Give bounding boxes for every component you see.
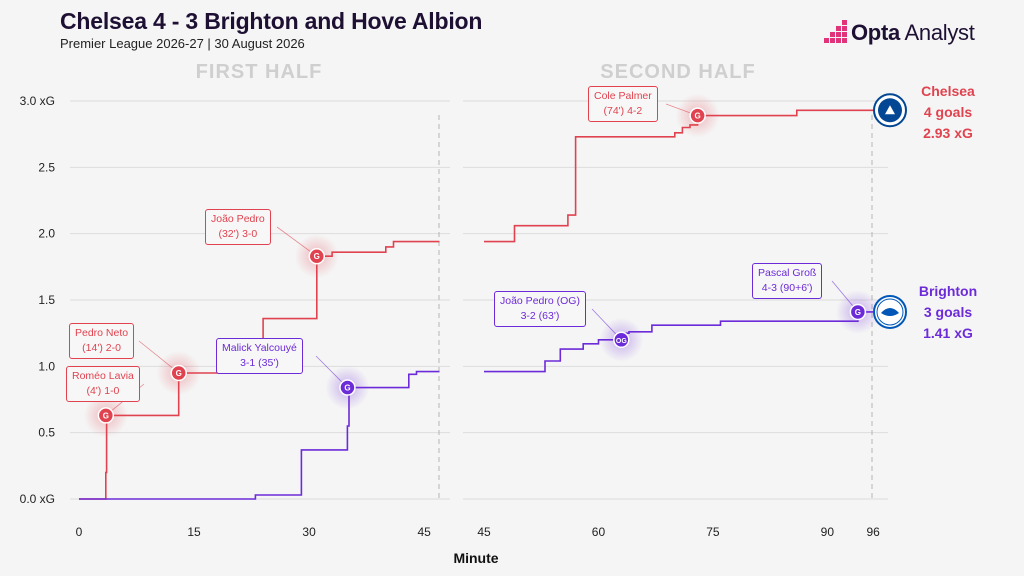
goal-marker-label: G bbox=[855, 308, 861, 317]
goal-annotation: João Pedro (OG) 3-2 (63') bbox=[494, 291, 586, 327]
goal-detail: 3-2 (63') bbox=[520, 310, 560, 322]
x-tick-label: 75 bbox=[706, 525, 720, 539]
x-tick-label: 0 bbox=[76, 525, 83, 539]
goal-annotation: João Pedro (32') 3-0 bbox=[205, 209, 271, 245]
x-axis-label: Minute bbox=[453, 550, 498, 566]
x-tick-label: 90 bbox=[821, 525, 835, 539]
x-tick-label: 45 bbox=[477, 525, 491, 539]
goal-scorer: João Pedro (OG) bbox=[500, 295, 580, 307]
goal-detail: (74') 4-2 bbox=[603, 105, 643, 117]
summary-line: 4 goals bbox=[923, 104, 973, 120]
y-tick-label: 0.0 xG bbox=[20, 492, 55, 506]
half-label: SECOND HALF bbox=[600, 61, 755, 83]
goal-annotation: Malick Yalcouyé 3-1 (35') bbox=[216, 338, 303, 374]
summary-line: Brighton bbox=[918, 283, 978, 299]
x-tick-label: 60 bbox=[592, 525, 606, 539]
goal-marker-label: G bbox=[314, 252, 320, 261]
chart-subtitle: Premier League 2026-27 | 30 August 2026 bbox=[60, 36, 305, 51]
goal-marker bbox=[689, 107, 706, 124]
y-tick-label: 1.5 bbox=[38, 293, 55, 307]
opta-brand: Opta Analyst bbox=[851, 20, 975, 46]
goal-scorer: Cole Palmer bbox=[594, 90, 652, 102]
y-tick-label: 0.5 bbox=[38, 426, 55, 440]
goal-marker bbox=[97, 407, 115, 424]
goal-detail: 3-1 (35') bbox=[240, 357, 279, 369]
y-tick-label: 2.0 bbox=[38, 227, 55, 241]
goal-scorer: João Pedro bbox=[211, 213, 265, 225]
chelsea-lion-shape bbox=[885, 105, 895, 115]
summary-line: 2.93 xG bbox=[923, 125, 973, 141]
brand-bold: Opta bbox=[851, 20, 900, 45]
goal-detail: (32') 3-0 bbox=[218, 228, 258, 240]
goal-scorer: Malick Yalcouyé bbox=[222, 342, 297, 354]
opta-logo-icon bbox=[824, 20, 847, 43]
chart-title: Chelsea 4 - 3 Brighton and Hove Albion bbox=[60, 8, 483, 34]
goal-marker bbox=[339, 379, 356, 396]
chelsea-xg-line bbox=[79, 240, 440, 500]
goal-marker bbox=[613, 331, 630, 349]
brighton-seagull-shape bbox=[881, 307, 899, 316]
goal-marker-label: G bbox=[344, 384, 350, 393]
brighton-summary: Brighton 3 goals 1.41 xG bbox=[905, 281, 991, 344]
goal-scorer: Roméo Lavia bbox=[72, 370, 134, 382]
goal-annotation: Pedro Neto (14') 2-0 bbox=[69, 323, 135, 359]
chelsea-xg-line bbox=[484, 109, 874, 243]
chelsea-summary: Chelsea 4 goals 2.93 xG bbox=[905, 81, 991, 144]
x-tick-label: 45 bbox=[417, 525, 431, 539]
goal-marker-label: OG bbox=[616, 338, 627, 345]
y-tick-label: 2.5 bbox=[38, 160, 55, 174]
goal-annotation: Cole Palmer (74') 4-2 bbox=[588, 86, 658, 122]
y-tick-label: 3.0 xG bbox=[20, 94, 55, 108]
goal-marker-label: G bbox=[103, 411, 109, 420]
x-tick-label: 96 bbox=[866, 525, 880, 539]
summary-line: 3 goals bbox=[923, 304, 973, 320]
goal-detail: (4') 1-0 bbox=[86, 385, 120, 397]
summary-line: Chelsea bbox=[921, 83, 975, 99]
goal-scorer: Pascal Groß bbox=[758, 267, 817, 279]
goal-marker-label: G bbox=[176, 369, 182, 378]
brand-rest: Analyst bbox=[899, 20, 975, 45]
y-tick-label: 1.0 bbox=[38, 359, 55, 373]
goal-annotation: Pascal Groß 4-3 (90+6') bbox=[752, 263, 823, 299]
goal-annotation: Roméo Lavia (4') 1-0 bbox=[66, 366, 140, 402]
brighton-xg-line bbox=[79, 370, 440, 500]
x-tick-label: 30 bbox=[302, 525, 316, 539]
goal-detail: 4-3 (90+6') bbox=[761, 282, 813, 294]
half-label: FIRST HALF bbox=[196, 61, 323, 83]
goal-marker bbox=[308, 247, 326, 265]
goal-marker-label: G bbox=[695, 112, 701, 121]
goal-detail: (14') 2-0 bbox=[82, 342, 121, 354]
x-tick-label: 15 bbox=[187, 525, 201, 539]
summary-line: 1.41 xG bbox=[923, 325, 973, 341]
goal-marker bbox=[170, 364, 187, 382]
goal-marker bbox=[849, 303, 867, 321]
goal-scorer: Pedro Neto bbox=[75, 327, 129, 339]
